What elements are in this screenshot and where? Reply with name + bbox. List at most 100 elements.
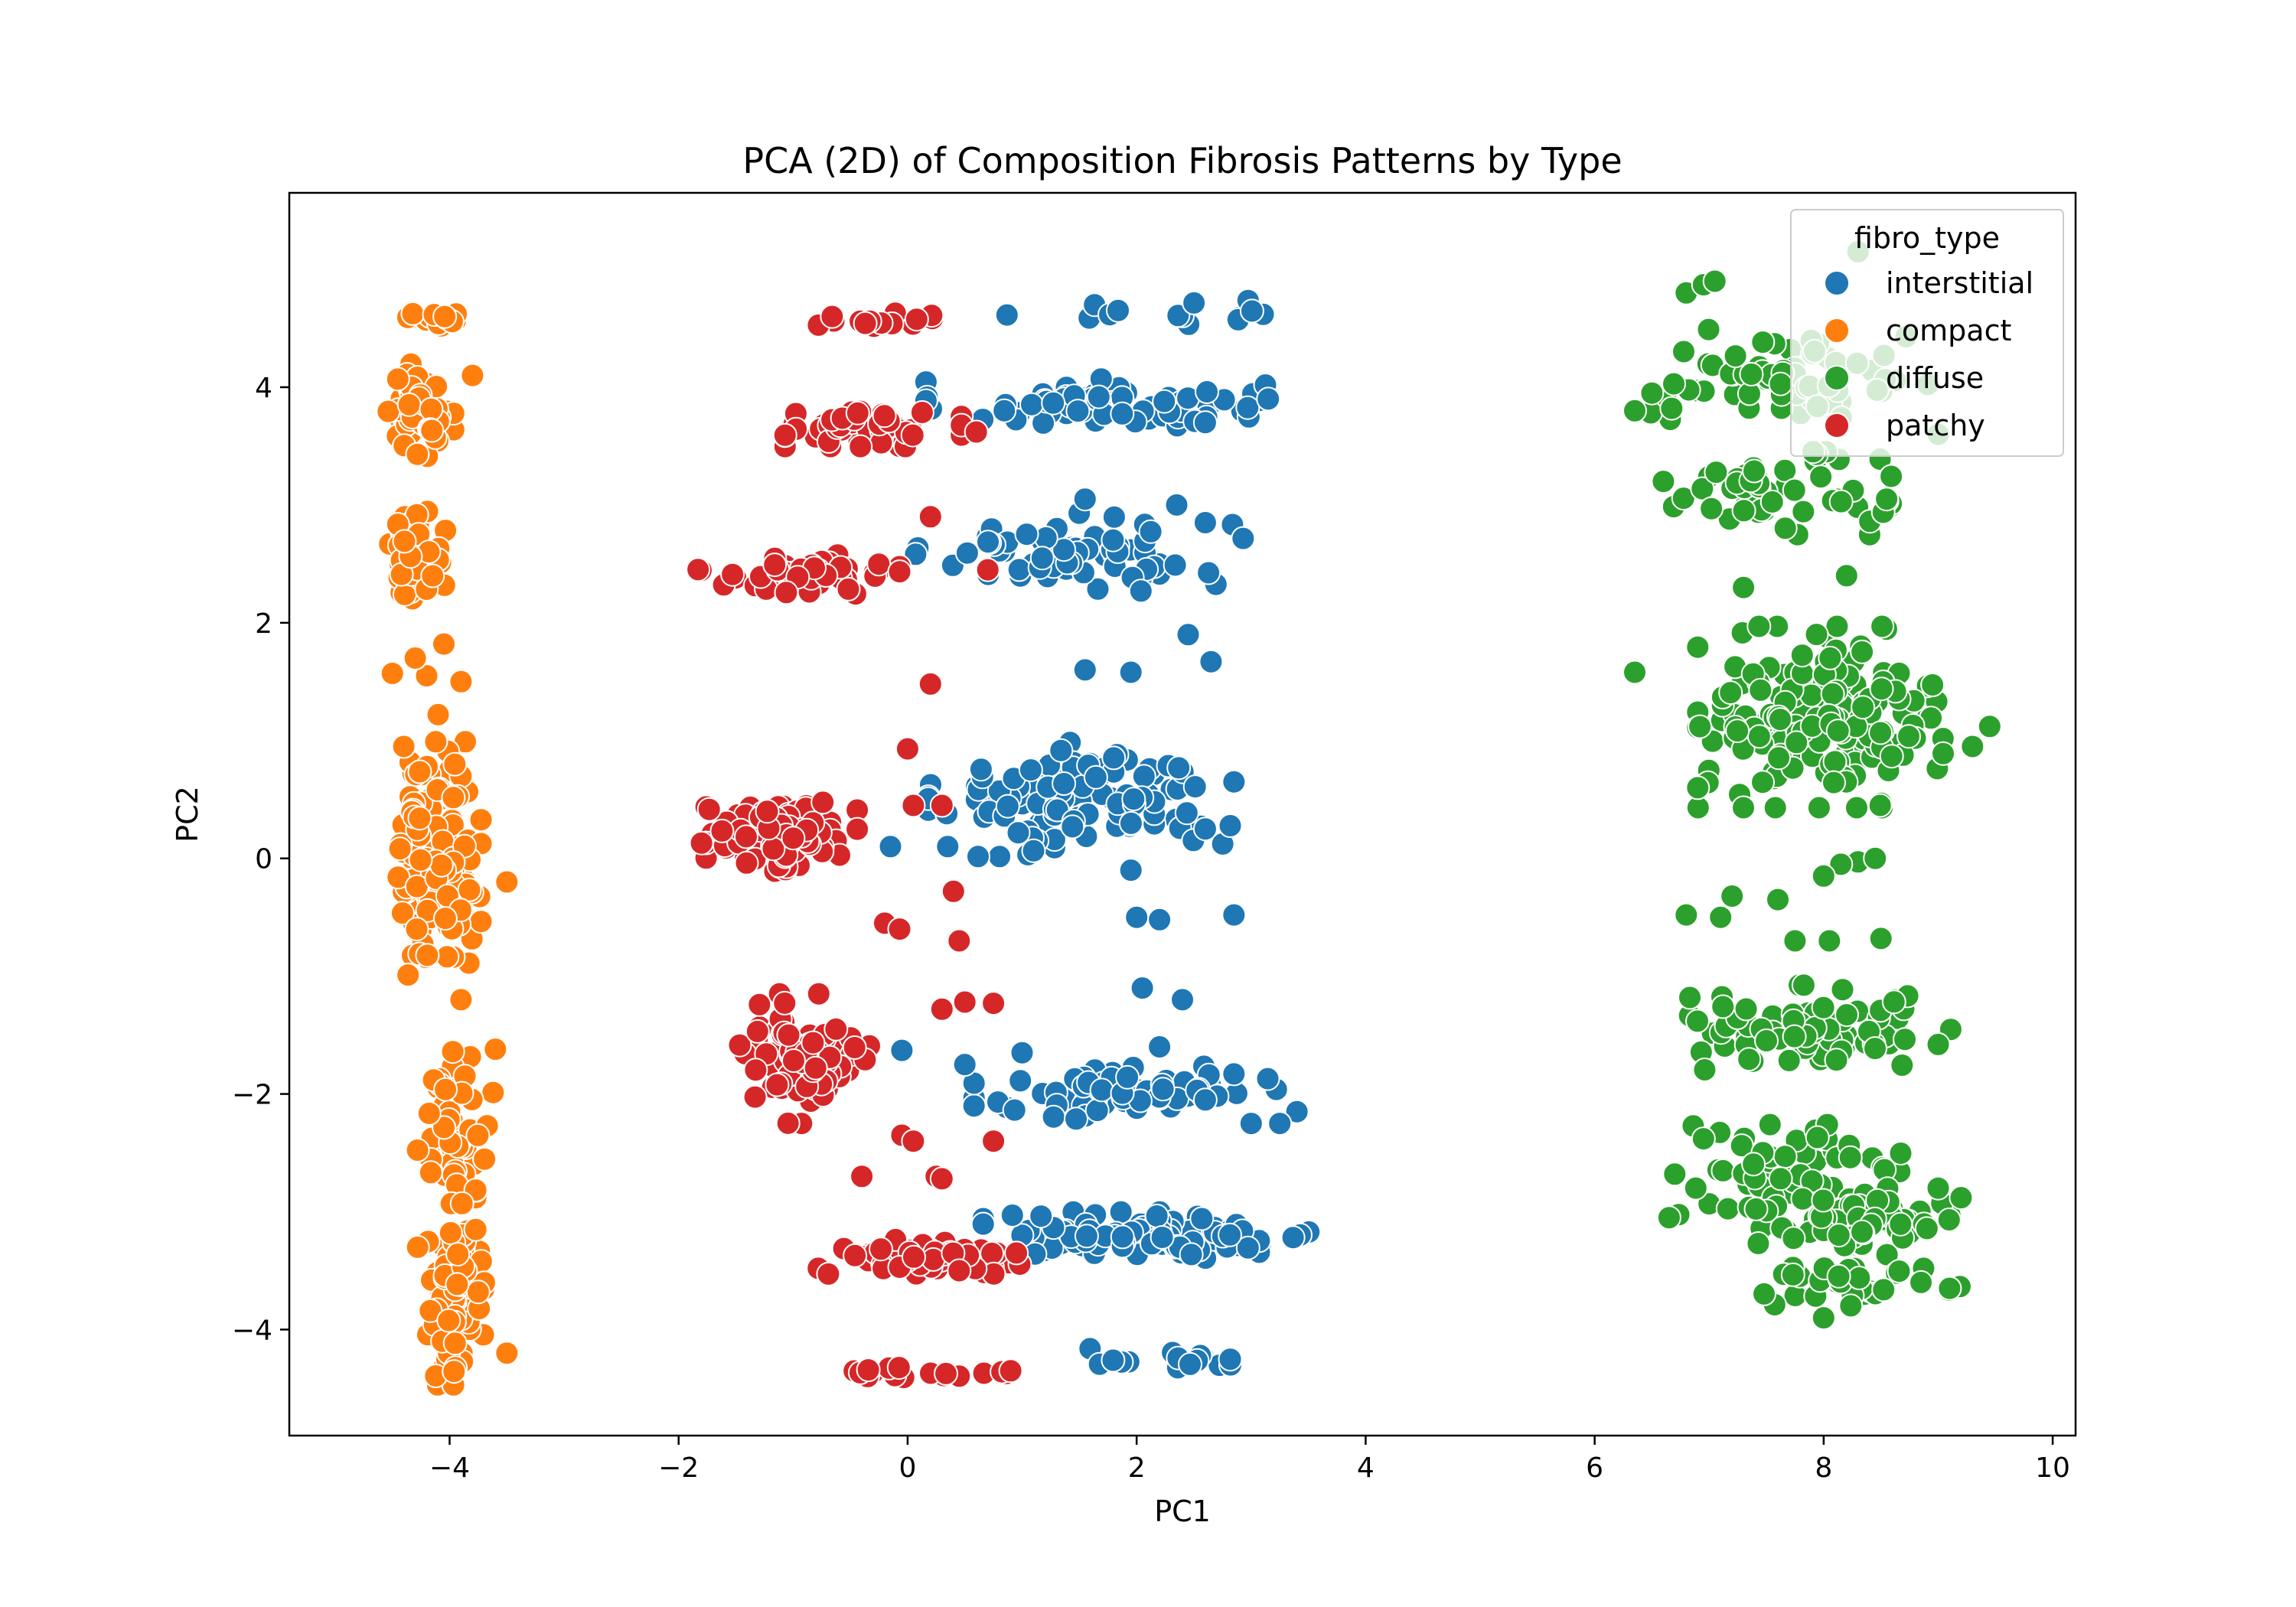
scatter-point [1072,487,1097,512]
scatter-point [1766,887,1790,912]
scatter-point [1138,519,1163,544]
scatter-point [968,757,993,782]
scatter-point [1218,1347,1243,1372]
scatter-point [845,400,870,425]
scatter-point [929,996,954,1022]
scatter-point [781,826,806,851]
scatter-point [1871,1277,1896,1302]
scatter-point [432,304,458,329]
scatter-point [1192,510,1218,535]
scatter-point [1084,1098,1110,1123]
scatter-point [468,909,494,934]
scatter-point [1711,994,1736,1019]
scatter-point [1118,858,1143,883]
scatter-point [1192,1087,1218,1113]
scatter-point [806,981,831,1006]
scatter-point [1763,795,1788,820]
scatter-point [1817,928,1842,953]
scatter-point [438,1221,463,1245]
axes-frame [288,191,2077,1437]
scatter-point [415,943,440,968]
scatter-point [423,729,448,755]
scatter-point [1683,1175,1708,1201]
scatter-point [1166,755,1192,781]
scatter-point [976,530,1000,555]
scatter-point [1678,985,1702,1010]
scatter-point [836,576,861,601]
scatter-point [1106,298,1130,323]
scatter-point [1267,1111,1293,1136]
scatter-point [1711,1158,1736,1183]
scatter-point [720,562,745,587]
scatter-point [1870,614,1895,639]
scatter-point [820,304,845,329]
scatter-point [396,392,422,417]
scatter-point [1623,660,1647,685]
scatter-point [816,1261,841,1286]
scatter-point [941,878,966,904]
scatter-point [1074,1224,1099,1249]
scatter-point [1914,1216,1939,1241]
scatter-point [1690,476,1715,501]
scatter-point [1238,1111,1264,1136]
scatter-point [442,1331,468,1356]
scatter-point [803,1055,828,1081]
scatter-point [1006,557,1032,582]
scatter-point [445,1272,470,1297]
scatter-point [1196,560,1221,585]
scatter-point [1920,673,1945,697]
scatter-point [432,631,456,657]
series-patchy [686,301,1032,1390]
scatter-point [1752,1281,1776,1306]
scatter-point [1124,905,1150,930]
scatter-point [853,311,878,336]
scatter-point [1170,987,1195,1012]
legend-marker-patchy [1824,412,1850,438]
scatter-point [1838,1145,1863,1170]
scatter-point [1830,977,1855,1002]
scatter-point [1195,380,1219,404]
scatter-point [909,400,934,425]
scatter-point [1844,795,1869,820]
scatter-point [961,1094,987,1119]
scatter-point [448,987,474,1012]
scatter-point [1085,576,1110,601]
scatter-point [1746,614,1772,639]
y-tick-label: 2 [255,608,272,640]
scatter-point [872,403,897,429]
scatter-point [405,442,430,467]
scatter-point [1715,1196,1740,1221]
scatter-point [376,399,401,424]
scatter-point [886,1355,912,1380]
scatter-point [1790,1186,1815,1211]
scatter-point [1086,384,1111,409]
scatter-point [1008,1068,1033,1094]
scatter-point [856,1358,881,1383]
chart-title: PCA (2D) of Composition Fibrosis Pattern… [742,140,1622,181]
scatter-point [1639,380,1665,406]
y-tick-label: 4 [255,373,272,404]
scatter-point [1691,1126,1716,1152]
scatter-point [842,1035,867,1060]
scatter-point [1688,714,1713,739]
scatter-point [1065,399,1091,424]
y-tick-label: 0 [255,844,272,875]
scatter-point [1174,800,1199,826]
scatter-point [1101,1348,1126,1373]
scatter-point [1182,290,1207,315]
scatter-point [981,1129,1006,1154]
scatter-point [918,671,943,696]
scatter-point [1006,820,1031,846]
scatter-point [405,1138,430,1162]
scatter-point [1818,645,1843,670]
scatter-point [445,1242,471,1266]
scatter-point [494,1341,520,1366]
scatter-point [1072,657,1097,683]
scatter-point [1685,1009,1710,1034]
scatter-point [1192,410,1218,435]
x-tick-label: 0 [899,1452,916,1484]
scatter-point [1909,1270,1933,1295]
scatter-point [442,1359,467,1384]
scatter-point [981,991,1006,1016]
scatter-point [1869,676,1894,702]
